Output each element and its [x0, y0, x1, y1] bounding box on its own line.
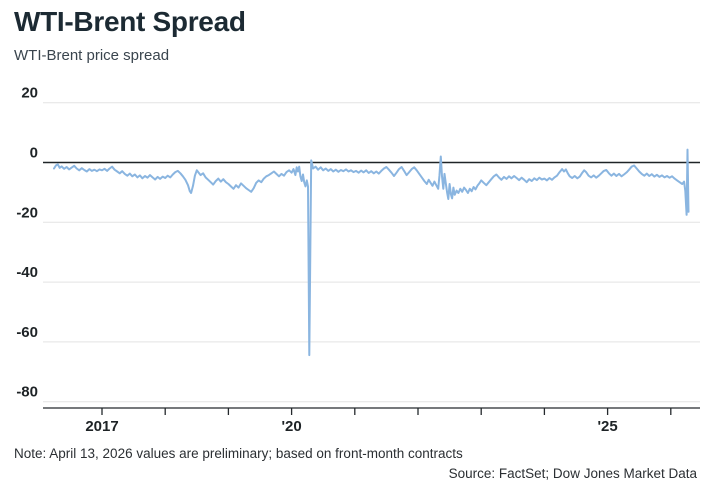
x-axis-label: '25 [597, 418, 617, 435]
y-axis-label: -80 [16, 384, 38, 401]
x-axis-label: 2017 [85, 418, 118, 435]
spread-price-line [53, 148, 690, 357]
x-axis-label: '20 [281, 418, 301, 435]
y-axis-label: 0 [30, 145, 38, 162]
y-axis-label: -60 [16, 324, 38, 341]
y-axis-label: 20 [21, 85, 38, 102]
chart-title: WTI-Brent Spread [14, 6, 246, 37]
chart-subtitle: WTI-Brent price spread [14, 47, 170, 64]
source-credit: Source: FactSet; Dow Jones Market Data [448, 466, 697, 481]
footnote: Note: April 13, 2026 values are prelimin… [14, 446, 463, 461]
y-axis-label: -20 [16, 204, 38, 221]
y-axis-label: -40 [16, 264, 38, 281]
